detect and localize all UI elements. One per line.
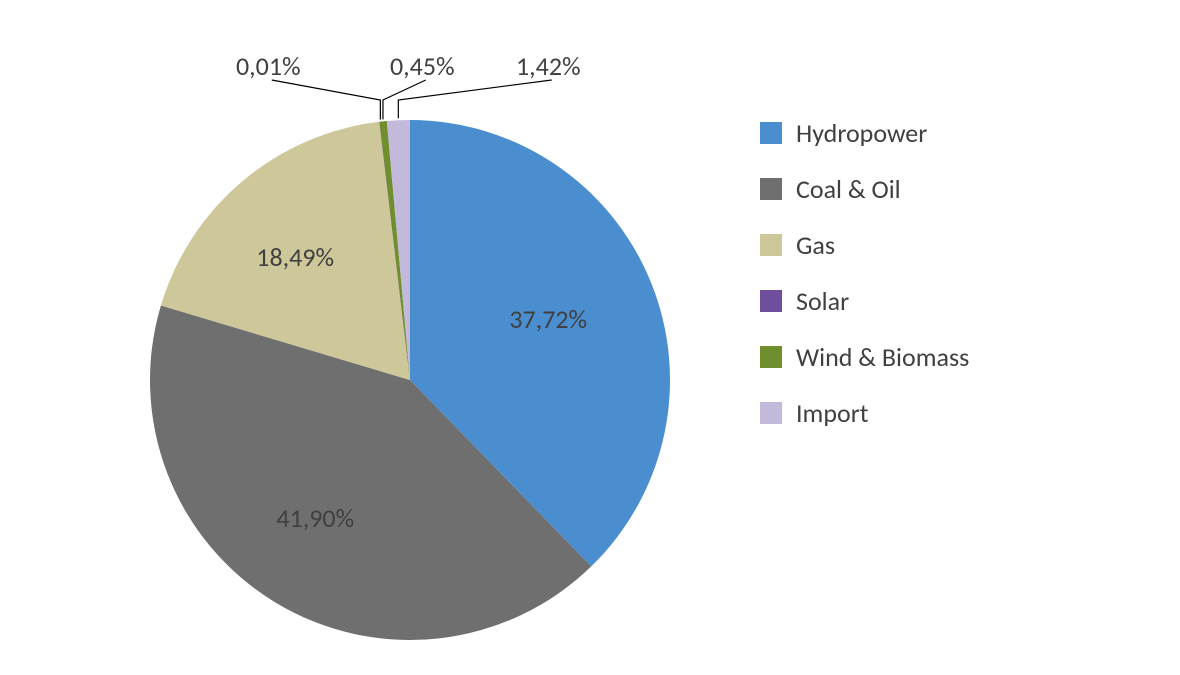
slice-label-gas: 18,49% bbox=[256, 241, 334, 273]
leader-solar bbox=[272, 80, 381, 120]
slice-label-import: 1,42% bbox=[516, 50, 581, 82]
slice-label-wind_biomass: 0,45% bbox=[390, 50, 455, 82]
slice-label-hydropower: 37,72% bbox=[509, 303, 587, 335]
legend-item-solar: Solar bbox=[760, 288, 969, 314]
legend-label-solar: Solar bbox=[796, 288, 849, 314]
legend-label-coal_oil: Coal & Oil bbox=[796, 176, 901, 202]
legend-label-gas: Gas bbox=[796, 232, 835, 258]
legend-swatch-solar bbox=[760, 290, 782, 312]
legend-swatch-hydropower bbox=[760, 122, 782, 144]
leader-import bbox=[398, 80, 551, 118]
legend-item-wind_biomass: Wind & Biomass bbox=[760, 344, 969, 370]
legend-label-import: Import bbox=[796, 400, 868, 426]
legend-item-coal_oil: Coal & Oil bbox=[760, 176, 969, 202]
legend: Hydropower Coal & Oil Gas Solar Wind & Bioma… bbox=[760, 120, 969, 456]
slice-label-coal_oil: 41,90% bbox=[276, 502, 354, 534]
pie-slices bbox=[150, 120, 670, 640]
chart-stage: 37,72% 41,90% 18,49% 0,01% 0,45% 1,42% Hydrop… bbox=[0, 0, 1180, 675]
legend-item-hydropower: Hydropower bbox=[760, 120, 969, 146]
leader-lines bbox=[272, 80, 552, 120]
legend-label-hydropower: Hydropower bbox=[796, 120, 927, 146]
legend-swatch-gas bbox=[760, 234, 782, 256]
slice-label-solar: 0,01% bbox=[236, 50, 301, 82]
legend-item-import: Import bbox=[760, 400, 969, 426]
pie-chart: 37,72% 41,90% 18,49% 0,01% 0,45% 1,42% bbox=[60, 10, 760, 675]
legend-swatch-wind_biomass bbox=[760, 346, 782, 368]
legend-swatch-coal_oil bbox=[760, 178, 782, 200]
legend-item-gas: Gas bbox=[760, 232, 969, 258]
pie-svg bbox=[60, 10, 760, 670]
legend-swatch-import bbox=[760, 402, 782, 424]
legend-label-wind_biomass: Wind & Biomass bbox=[796, 344, 969, 370]
